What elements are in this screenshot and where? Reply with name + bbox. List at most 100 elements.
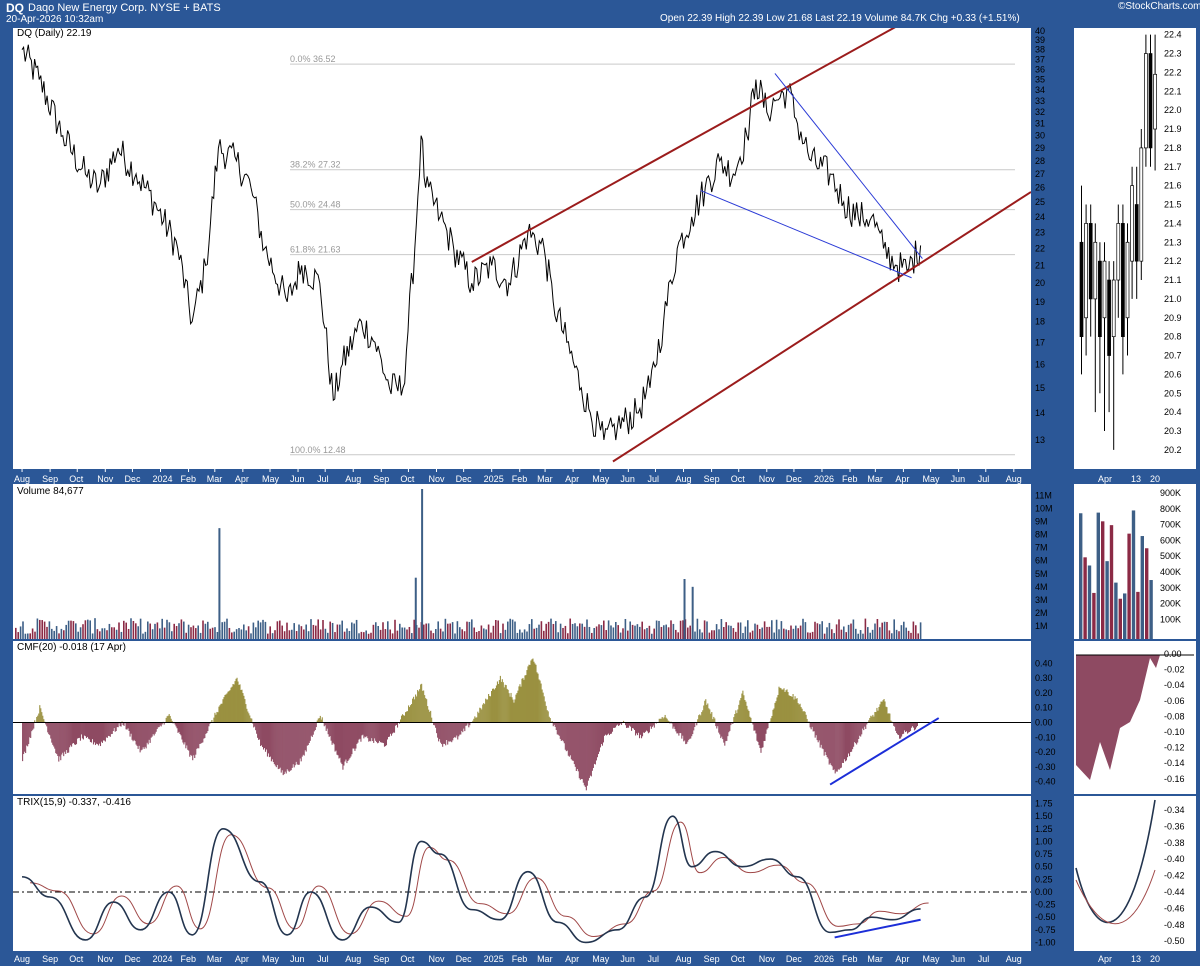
cmf-area-bar	[508, 693, 510, 723]
volume-bar	[792, 628, 795, 639]
cmf-area-bar	[565, 722, 567, 752]
cmf-area-bar	[766, 722, 768, 730]
cmf-area-bar	[439, 722, 441, 740]
volume-bar	[307, 631, 310, 639]
volume-bar	[677, 632, 679, 639]
cmf-area-bar	[839, 722, 841, 769]
zoom-price-y-tick: 22.0	[1164, 105, 1182, 115]
cmf-area-bar	[883, 699, 885, 723]
cmf-area-bar	[178, 722, 180, 732]
volume-bar	[583, 626, 586, 639]
cmf-area-bar	[287, 722, 289, 771]
cmf-area-bar	[422, 690, 424, 723]
volume-bar	[819, 624, 821, 639]
cmf-area-bar	[622, 720, 625, 723]
cmf-area-bar	[402, 714, 404, 723]
cmf-area-bar	[100, 722, 103, 742]
cmf-area-bar	[539, 680, 541, 723]
cmf-area-bar	[444, 722, 446, 744]
volume-bar	[207, 621, 209, 639]
cmf-area-bar	[457, 722, 459, 740]
volume-bar	[591, 632, 593, 639]
cmf-area-bar	[84, 722, 86, 737]
price-y-tick: 37	[1035, 54, 1045, 64]
cmf-area-bar	[488, 693, 490, 723]
cmf-area-bar	[321, 717, 323, 723]
volume-bar	[634, 625, 636, 639]
cmf-area-bar	[185, 722, 187, 749]
volume-bar	[41, 620, 43, 639]
cmf-area-bar	[144, 722, 146, 747]
cmf-area-bar	[80, 722, 82, 735]
trix-y-tick: -0.75	[1035, 925, 1056, 935]
month-label: 2024	[152, 474, 172, 484]
cmf-area-bar	[636, 722, 639, 736]
cmf-area-bar	[243, 695, 245, 723]
month-label: Nov	[97, 954, 114, 964]
zoom-trix-panel	[1074, 796, 1196, 951]
cmf-area-bar	[224, 694, 226, 723]
cmf-area-bar	[658, 718, 660, 723]
cmf-area-bar	[593, 722, 595, 764]
cmf-area-bar	[509, 696, 511, 723]
cmf-area-bar	[873, 716, 875, 723]
cmf-area-bar	[662, 718, 664, 723]
cmf-area-bar	[728, 722, 730, 733]
cmf-area-bar	[56, 722, 58, 755]
price-y-tick: 25	[1035, 197, 1045, 207]
volume-bar	[132, 620, 135, 639]
cmf-area-bar	[222, 699, 224, 723]
cmf-area-bar	[702, 710, 704, 723]
cmf-area-bar	[166, 716, 168, 723]
volume-bar	[247, 626, 250, 639]
month-label: Feb	[512, 474, 528, 484]
cmf-area-bar	[132, 722, 134, 742]
cmf-area-bar	[319, 715, 321, 723]
cmf-area-bar	[903, 722, 905, 734]
volume-bar	[845, 632, 847, 639]
cmf-area-bar	[711, 712, 713, 723]
volume-bar	[859, 630, 862, 639]
zoom-volume-bar	[1140, 536, 1144, 639]
volume-bar	[771, 620, 773, 639]
volume-bar	[427, 623, 430, 639]
price-panel-title: DQ (Daily) 22.19	[17, 28, 92, 39]
cmf-y-tick: -0.10	[1035, 732, 1056, 742]
cmf-area-bar	[578, 722, 580, 779]
cmf-area-bar	[258, 722, 260, 740]
volume-bar	[161, 618, 163, 639]
cmf-area-bar	[108, 722, 110, 737]
volume-bar	[336, 624, 339, 639]
zoom-volume-bar	[1079, 513, 1083, 639]
cmf-area-bar	[363, 722, 365, 739]
cmf-area-bar	[353, 722, 355, 749]
cmf-area-bar	[821, 722, 823, 749]
cmf-area-bar	[329, 722, 331, 737]
month-label: Feb	[842, 474, 858, 484]
volume-bar	[646, 628, 648, 639]
volume-bar	[315, 625, 317, 639]
volume-bar	[430, 630, 432, 639]
cmf-area-bar	[140, 722, 142, 751]
volume-bar	[310, 619, 312, 639]
volume-bar	[123, 620, 125, 639]
volume-bar	[468, 621, 471, 639]
cmf-area-bar	[529, 664, 531, 723]
cmf-area-bar	[806, 718, 808, 723]
volume-bar	[739, 622, 742, 639]
cmf-area-bar	[597, 722, 599, 755]
cmf-area-bar	[73, 722, 76, 745]
volume-bar	[617, 625, 619, 639]
volume-bar	[406, 629, 408, 639]
cmf-area-bar	[307, 722, 309, 746]
fibonacci-label: 38.2% 27.32	[290, 160, 341, 170]
cmf-area-bar	[229, 690, 231, 723]
cmf-area-bar	[876, 707, 878, 723]
cmf-area-bar	[468, 722, 470, 728]
cmf-area-bar	[82, 722, 84, 740]
cmf-area-bar	[385, 722, 388, 746]
volume-bar	[511, 619, 514, 639]
cmf-area-bar	[650, 722, 652, 729]
cmf-area-bar	[833, 722, 835, 770]
cmf-area-bar	[137, 722, 139, 749]
